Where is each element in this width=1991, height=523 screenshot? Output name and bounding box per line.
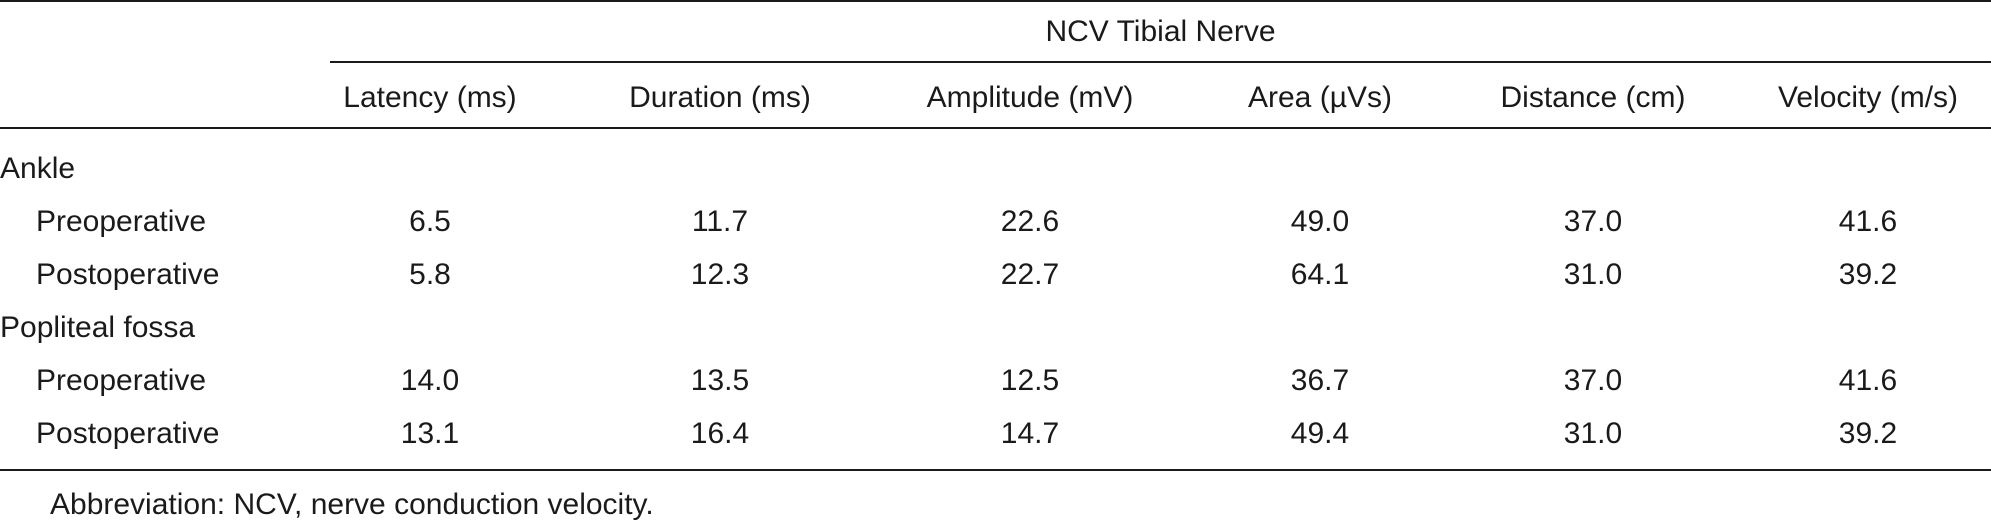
table-cell: 41.6 xyxy=(1808,363,1928,399)
table-cell: 12.3 xyxy=(660,257,780,293)
table-cell: 14.7 xyxy=(970,416,1090,452)
table-cell: 14.0 xyxy=(370,363,490,399)
table-top-rule xyxy=(0,0,1991,2)
row-label: Postoperative xyxy=(36,416,219,452)
table-cell: 37.0 xyxy=(1533,363,1653,399)
table-cell: 6.5 xyxy=(370,204,490,240)
table-cell: 39.2 xyxy=(1808,416,1928,452)
column-header-velocity: Velocity (m/s) xyxy=(1745,80,1991,116)
table-cell: 49.0 xyxy=(1260,204,1380,240)
table-cell: 31.0 xyxy=(1533,416,1653,452)
table-cell: 11.7 xyxy=(660,204,780,240)
column-header-area: Area (µVs) xyxy=(1220,80,1420,116)
table-footnote: Abbreviation: NCV, nerve conduction velo… xyxy=(50,487,654,523)
row-label: Postoperative xyxy=(36,257,219,293)
row-label: Preoperative xyxy=(36,204,206,240)
table-cell: 13.5 xyxy=(660,363,780,399)
table-cell: 37.0 xyxy=(1533,204,1653,240)
table-bottom-rule xyxy=(0,469,1991,471)
group-header-rule xyxy=(330,61,1991,63)
table-cell: 12.5 xyxy=(970,363,1090,399)
table-cell: 22.7 xyxy=(970,257,1090,293)
table-cell: 36.7 xyxy=(1260,363,1380,399)
table-cell: 39.2 xyxy=(1808,257,1928,293)
table-cell: 22.6 xyxy=(970,204,1090,240)
column-header-duration: Duration (ms) xyxy=(610,80,830,116)
column-header-latency: Latency (ms) xyxy=(330,80,530,116)
header-bottom-rule xyxy=(0,127,1991,129)
section-label-ankle: Ankle xyxy=(0,151,75,187)
row-label: Preoperative xyxy=(36,363,206,399)
column-header-distance: Distance (cm) xyxy=(1478,80,1708,116)
section-label-popliteal-fossa: Popliteal fossa xyxy=(0,310,195,346)
table-cell: 41.6 xyxy=(1808,204,1928,240)
table-cell: 5.8 xyxy=(370,257,490,293)
group-header: NCV Tibial Nerve xyxy=(330,14,1991,50)
table-cell: 49.4 xyxy=(1260,416,1380,452)
table-cell: 64.1 xyxy=(1260,257,1380,293)
column-header-amplitude: Amplitude (mV) xyxy=(900,80,1160,116)
table-cell: 13.1 xyxy=(370,416,490,452)
table-cell: 31.0 xyxy=(1533,257,1653,293)
table-cell: 16.4 xyxy=(660,416,780,452)
